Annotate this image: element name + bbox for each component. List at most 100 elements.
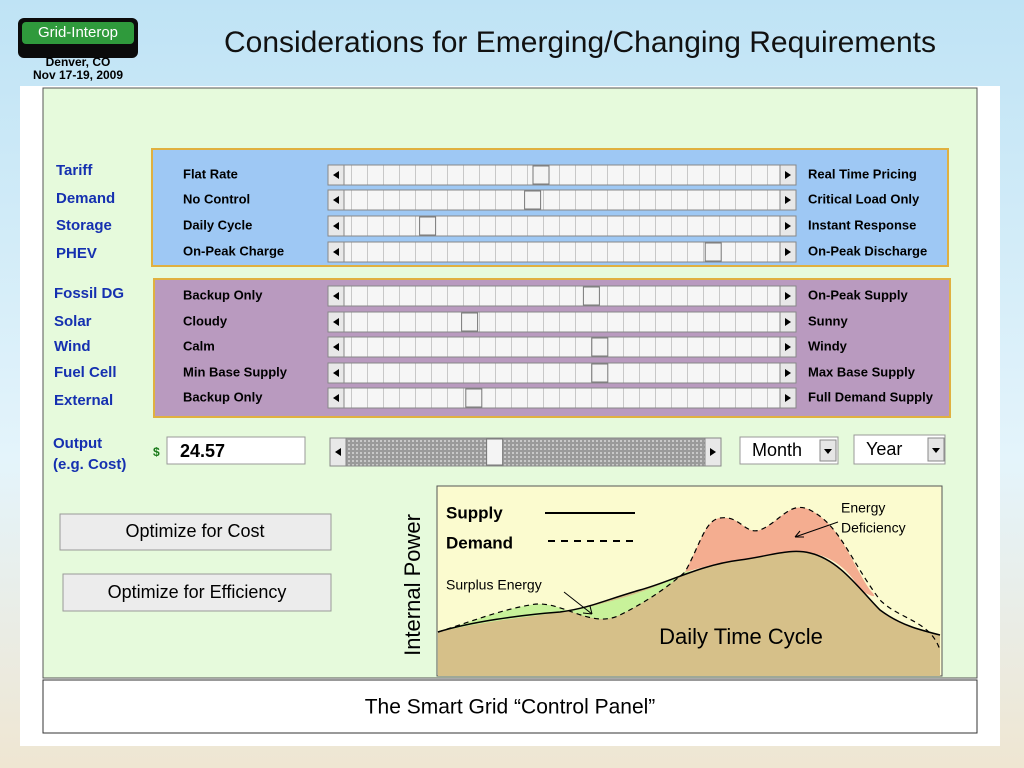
footer: The Smart Grid “Control Panel” bbox=[365, 696, 656, 719]
max-label: Max Base Supply bbox=[808, 364, 916, 379]
slider-track[interactable] bbox=[327, 164, 797, 186]
category-label: Wind bbox=[54, 338, 91, 355]
output-field bbox=[166, 436, 306, 465]
axis-label: Internal Power bbox=[400, 514, 425, 656]
range: Year bbox=[866, 439, 902, 459]
title: Considerations for Emerging/Changing Req… bbox=[224, 26, 936, 59]
slider-thumb[interactable] bbox=[704, 242, 722, 262]
logo: Grid-Interop bbox=[38, 24, 118, 41]
arrow-icon bbox=[785, 292, 791, 300]
button-label: Optimize for Cost bbox=[125, 521, 264, 541]
category-label: External bbox=[54, 392, 113, 409]
max-label: Critical Load Only bbox=[808, 191, 920, 206]
output-value: 24.57 bbox=[180, 441, 225, 461]
location: Denver, CO bbox=[46, 55, 111, 69]
legend-label: Demand bbox=[446, 533, 513, 552]
min-label: Backup Only bbox=[183, 287, 263, 302]
currency: $ bbox=[153, 445, 160, 459]
arrow-icon bbox=[333, 196, 339, 204]
arrow-icon bbox=[785, 222, 791, 230]
dates: Nov 17-19, 2009 bbox=[33, 68, 123, 82]
supply-line bbox=[437, 550, 941, 636]
diagram-caption: Daily Time Cycle bbox=[659, 624, 823, 649]
category-label: Storage bbox=[56, 217, 112, 234]
max-label: On-Peak Discharge bbox=[808, 243, 927, 258]
max-label: Windy bbox=[808, 338, 848, 353]
slider-thumb[interactable] bbox=[419, 216, 437, 236]
annotation-arrow bbox=[563, 591, 593, 615]
min-label: Daily Cycle bbox=[183, 217, 252, 232]
category-label: Fuel Cell bbox=[54, 364, 117, 381]
arrow-icon bbox=[333, 318, 339, 326]
max-label: Instant Response bbox=[808, 217, 916, 232]
output-label: (e.g. Cost) bbox=[53, 456, 126, 473]
supply-area bbox=[438, 551, 940, 676]
arrow-icon bbox=[785, 171, 791, 179]
arrow-icon bbox=[333, 292, 339, 300]
annotation: Surplus Energy bbox=[446, 577, 542, 593]
arrow-icon bbox=[333, 171, 339, 179]
surplus-area bbox=[438, 566, 700, 632]
slider-thumb[interactable] bbox=[532, 165, 550, 185]
arrow-icon bbox=[333, 248, 339, 256]
arrow-icon bbox=[333, 369, 339, 377]
slider-track[interactable] bbox=[327, 285, 797, 307]
slider-track[interactable] bbox=[327, 311, 797, 333]
max-label: Real Time Pricing bbox=[808, 166, 917, 181]
min-label: No Control bbox=[183, 191, 250, 206]
slider-thumb[interactable] bbox=[591, 363, 609, 383]
output-label: Output bbox=[53, 435, 102, 452]
logo-band bbox=[22, 22, 134, 44]
slider-track[interactable] bbox=[327, 336, 797, 358]
arrow-icon bbox=[785, 318, 791, 326]
button[interactable] bbox=[59, 513, 332, 551]
slider-track[interactable] bbox=[327, 387, 797, 409]
slider-track[interactable] bbox=[327, 241, 797, 263]
slider-thumb[interactable] bbox=[591, 337, 609, 357]
slider-track[interactable] bbox=[327, 189, 797, 211]
arrow-icon bbox=[710, 448, 716, 456]
arrow-icon bbox=[785, 343, 791, 351]
period: Month bbox=[752, 440, 802, 460]
arrow-icon bbox=[333, 222, 339, 230]
annotation-arrow bbox=[794, 521, 839, 538]
category-label: Tariff bbox=[56, 162, 93, 179]
max-label: On-Peak Supply bbox=[808, 287, 908, 302]
dropdown-arrow bbox=[932, 448, 940, 453]
slider-track[interactable] bbox=[329, 437, 722, 467]
footer-box bbox=[42, 679, 978, 734]
arrow-icon bbox=[333, 394, 339, 402]
min-label: Backup Only bbox=[183, 389, 263, 404]
slider-track[interactable] bbox=[327, 362, 797, 384]
arrow-icon bbox=[335, 448, 341, 456]
slider-thumb[interactable] bbox=[461, 312, 479, 332]
dropdown-arrow bbox=[824, 449, 832, 454]
slider-thumb[interactable] bbox=[524, 190, 542, 210]
arrow-icon bbox=[785, 369, 791, 377]
min-label: Flat Rate bbox=[183, 166, 238, 181]
category-label: Fossil DG bbox=[54, 285, 124, 302]
arrow-icon bbox=[785, 394, 791, 402]
arrow-icon bbox=[785, 196, 791, 204]
slider-thumb[interactable] bbox=[486, 438, 504, 466]
button[interactable] bbox=[62, 573, 332, 612]
slider-thumb[interactable] bbox=[465, 388, 483, 408]
arrow-icon bbox=[785, 248, 791, 256]
slider-thumb[interactable] bbox=[582, 286, 600, 306]
max-label: Full Demand Supply bbox=[808, 389, 934, 404]
category-label: Demand bbox=[56, 190, 115, 207]
deficiency-area bbox=[685, 507, 875, 597]
category-label: PHEV bbox=[56, 245, 97, 262]
annotation: Deficiency bbox=[841, 520, 906, 536]
min-label: Calm bbox=[183, 338, 215, 353]
annotation: Energy bbox=[841, 500, 885, 516]
slider-track[interactable] bbox=[327, 215, 797, 237]
arrow-icon bbox=[333, 343, 339, 351]
button-label: Optimize for Efficiency bbox=[108, 582, 287, 602]
min-label: On-Peak Charge bbox=[183, 243, 284, 258]
demand-line bbox=[437, 506, 941, 651]
category-label: Solar bbox=[54, 313, 92, 330]
max-label: Sunny bbox=[808, 313, 848, 328]
